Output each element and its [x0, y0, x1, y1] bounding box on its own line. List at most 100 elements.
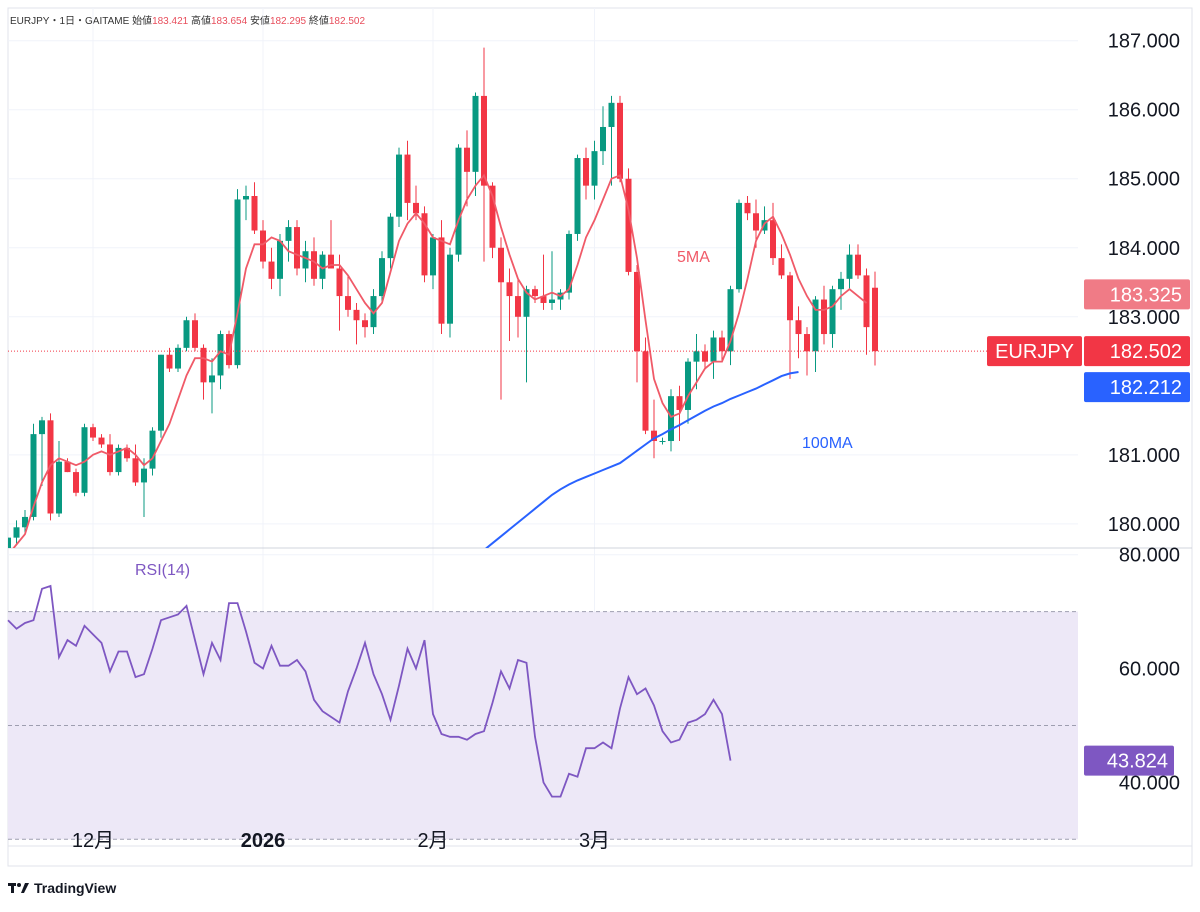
low-value: 182.295 — [269, 16, 307, 27]
candle-body — [90, 427, 96, 438]
ma5-label: 5MA — [677, 249, 710, 266]
candle-body — [404, 154, 411, 203]
candle-body — [73, 472, 79, 493]
open-label: 始値 — [132, 16, 153, 27]
price-pane — [8, 47, 878, 548]
candle-body — [489, 185, 496, 248]
candle-body — [693, 351, 700, 362]
candle-body — [158, 354, 164, 431]
candle-body — [574, 158, 581, 234]
candle-body — [549, 299, 555, 303]
candle-body — [498, 247, 504, 283]
price-tick-label: 185.000 — [1108, 169, 1180, 191]
candle-body — [251, 196, 258, 231]
price-tick-label: 180.000 — [1108, 514, 1180, 536]
candle-body — [872, 287, 878, 352]
candle-body — [659, 441, 666, 443]
candle-body — [209, 375, 215, 383]
candle-body — [183, 320, 190, 348]
candle-body — [353, 309, 360, 321]
symbol-tag: EURJPY — [995, 341, 1074, 363]
candle-body — [846, 254, 853, 279]
candle-body — [328, 254, 334, 269]
chart-frame — [7, 7, 1193, 867]
candle-body — [192, 320, 198, 348]
candle-body — [234, 199, 241, 366]
ma100-price-tag-bg — [1084, 372, 1190, 403]
time-tick-label: 2026 — [241, 830, 286, 852]
candle-body — [115, 447, 122, 473]
candle-body — [200, 347, 207, 383]
candle-body — [345, 296, 351, 310]
candle-body — [685, 361, 691, 410]
time-tick-label: 12月 — [72, 830, 114, 852]
price-tick-label: 187.000 — [1108, 31, 1180, 53]
candle-body — [277, 240, 283, 279]
candle-body — [727, 289, 734, 352]
candle-body — [668, 396, 674, 442]
candle-body — [523, 289, 530, 317]
high-value: 183.654 — [211, 16, 248, 27]
tradingview-icon — [8, 881, 30, 895]
rsi-value-tag: 43.824 — [1107, 751, 1168, 773]
candle-body — [362, 320, 368, 328]
rsi-tick-label: 40.000 — [1119, 772, 1180, 794]
ma100-line — [485, 371, 799, 548]
candle-body — [132, 458, 139, 483]
tradingview-logo[interactable]: TradingView — [8, 880, 116, 896]
candle-body — [778, 258, 785, 276]
candle-body — [13, 527, 20, 538]
candle-body — [617, 102, 623, 179]
candle-body — [804, 334, 810, 352]
candle-body — [438, 237, 445, 324]
high-label: 高値 — [191, 16, 211, 27]
candle-body — [107, 444, 113, 473]
candle-body — [141, 468, 147, 483]
candle-body — [608, 102, 615, 127]
rsi-title: RSI(14) — [135, 562, 190, 579]
high-level-tag-bg — [1084, 279, 1190, 310]
candle-body — [64, 461, 71, 473]
candle-body — [642, 351, 649, 431]
candle-body — [600, 126, 606, 152]
candle-body — [540, 296, 547, 303]
time-tick-label: 2月 — [417, 830, 448, 852]
candle-body — [821, 299, 827, 335]
price-tick-label: 181.000 — [1108, 445, 1180, 467]
symbol-tag-bg — [987, 336, 1082, 367]
time-tick-label: 3月 — [579, 830, 610, 852]
candle-body — [753, 213, 759, 231]
price-chart[interactable]: 5MA 100MA 180.000 181.000 183.000 184.000 185.… — [0, 0, 1200, 872]
candle-body — [124, 447, 130, 459]
rsi-tick-label: 80.000 — [1119, 545, 1180, 567]
candle-body — [260, 230, 266, 262]
candle-body — [676, 396, 683, 410]
ma100-label: 100MA — [802, 435, 853, 452]
tradingview-name: TradingView — [34, 880, 117, 896]
candle-body — [285, 227, 292, 241]
rsi-value-tag-bg — [1084, 745, 1174, 776]
candle-body — [829, 289, 836, 335]
candle-body — [243, 196, 249, 200]
candle-body — [413, 202, 419, 214]
candle-body — [625, 178, 632, 272]
candle-body — [464, 147, 470, 172]
chart-header: EURJPY・1日・GAITAME 始値183.421 高値183.654 安値… — [10, 12, 365, 27]
price-tick-label: 186.000 — [1108, 100, 1180, 122]
candle-body — [455, 147, 462, 255]
candle-body — [319, 254, 326, 279]
candle-body — [336, 268, 343, 297]
ma100-price-tag: 182.212 — [1110, 377, 1182, 399]
candle-body — [744, 202, 751, 214]
candle-body — [591, 151, 598, 186]
candle-body — [217, 334, 224, 376]
candle-body — [22, 516, 28, 528]
price-tick-label: 184.000 — [1108, 238, 1180, 260]
candle-body — [515, 296, 521, 317]
candle-body — [481, 95, 487, 186]
rsi-line — [7, 584, 732, 798]
close-label: 終値 — [308, 16, 329, 27]
last-price-tag-bg — [1084, 336, 1190, 367]
candle-body — [98, 437, 105, 445]
candle-body — [710, 337, 717, 362]
